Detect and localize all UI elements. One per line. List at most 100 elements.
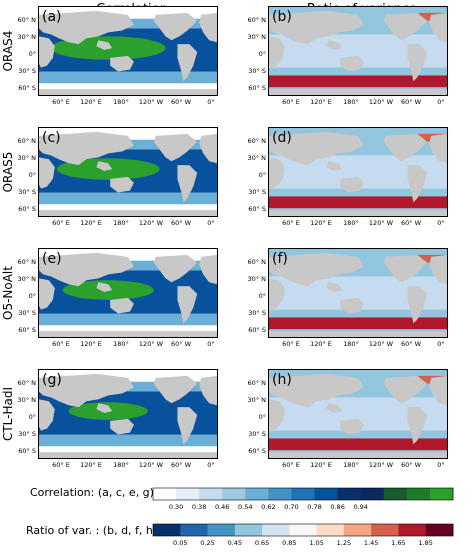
latitude-tick-label: 60° N [247,16,266,24]
ratio-band-southern-ocean [269,196,447,209]
panel-label: (f) [272,251,288,267]
land-mask [326,403,343,414]
land-mask [199,375,217,406]
latitude-tick-label: 60° S [18,205,36,213]
land-mask [39,157,55,189]
latitude-tick-label: 30° S [248,188,266,196]
land-mask [39,331,217,337]
colorbar-tick-label: 1.65 [391,539,406,547]
longitude-tick-label: 60° W [400,98,421,106]
colorbar-segment [262,524,290,536]
colorbar-segment [291,488,316,500]
latitude-tick-label: 30° S [18,188,36,196]
land-mask [429,375,447,406]
land-mask [407,407,428,445]
latitude-tick-label: 30° S [18,309,36,317]
panel-label: (d) [272,130,292,146]
colorbar-segment [207,524,236,536]
land-mask [340,55,364,72]
longitude-tick-label: 60° W [170,340,191,348]
latitude-tick-label: 60° S [248,326,266,334]
longitude-tick-label: 120° W [138,461,164,469]
longitude-tick-label: 120° E [80,98,102,106]
land-mask [153,375,198,404]
colorbar-tick-label: 0.05 [173,539,188,547]
latitude-tick-label: 30° N [247,33,266,41]
colorbar-ratio [152,523,454,537]
latitude-tick-label: 60° N [17,258,36,266]
longitude-tick-label: 60° W [170,219,191,227]
land-mask [177,407,198,445]
longitude-tick-label: 120° E [80,340,102,348]
land-mask [269,452,447,458]
longitude-tick-label: 60° E [52,98,70,106]
land-mask [39,10,134,45]
longitude-tick-label: 120° E [80,219,102,227]
colorbar-ratio-label: Ratio of var. : (b, d, f, h) [26,524,158,537]
land-mask [269,89,447,95]
longitude-tick-label: 180° [343,219,359,227]
land-mask [110,55,134,72]
latitude-tick-label: 0° [258,50,266,58]
panel-label: (b) [272,9,292,25]
latitude-tick-label: 60° S [18,84,36,92]
land-mask [153,133,198,162]
panel-label: (c) [42,130,61,146]
land-mask [269,278,285,310]
longitude-tick-label: 0° [437,461,445,469]
land-mask [429,254,447,285]
variance-ratio-map-panel: (d) [268,127,448,217]
latitude-tick-label: 0° [258,413,266,421]
latitude-tick-label: 0° [28,413,36,421]
latitude-tick-label: 60° N [17,16,36,24]
land-mask [326,40,343,51]
longitude-tick-label: 120° E [310,98,332,106]
variance-ratio-map-panel: (b) [268,6,448,96]
land-mask [39,278,55,310]
latitude-tick-label: 60° S [18,447,36,455]
land-mask [177,165,198,203]
land-mask [326,161,343,172]
colorbar-tick-label: 0.78 [307,503,322,511]
longitude-tick-label: 120° E [310,219,332,227]
longitude-tick-label: 60° E [52,219,70,227]
longitude-tick-label: 120° E [310,461,332,469]
land-mask [383,133,428,162]
colorbar-tick-label: 1.05 [309,539,324,547]
land-mask [39,399,55,431]
panel-label: (a) [42,9,62,25]
colorbar-correlation [152,487,454,501]
land-mask [407,165,428,203]
longitude-tick-label: 0° [207,340,215,348]
latitude-tick-label: 30° N [17,154,36,162]
land-mask [269,131,364,166]
longitude-tick-label: 60° W [400,340,421,348]
latitude-tick-label: 30° S [18,430,36,438]
panel-label: (h) [272,372,292,388]
latitude-tick-label: 30° N [17,33,36,41]
longitude-tick-label: 60° E [282,219,300,227]
land-mask [110,297,134,314]
colorbar-segment [316,524,345,536]
longitude-tick-label: 0° [437,98,445,106]
panel-label: (e) [42,251,62,267]
latitude-tick-label: 0° [28,292,36,300]
land-mask [96,161,113,172]
land-mask [110,176,134,193]
land-mask [326,282,343,293]
land-mask [269,36,285,68]
map-field [39,7,217,95]
land-mask [153,254,198,283]
land-mask [383,254,428,283]
latitude-tick-label: 0° [28,50,36,58]
land-mask [340,176,364,193]
latitude-tick-label: 30° S [248,430,266,438]
longitude-tick-label: 120° W [368,219,394,227]
colorbar-tick-label: 0.45 [227,539,243,547]
longitude-tick-label: 180° [343,340,359,348]
ratio-band-southern-ocean [269,75,447,88]
latitude-tick-label: 60° S [248,205,266,213]
latitude-tick-label: 30° N [17,396,36,404]
longitude-tick-label: 0° [207,461,215,469]
longitude-tick-label: 60° E [52,340,70,348]
